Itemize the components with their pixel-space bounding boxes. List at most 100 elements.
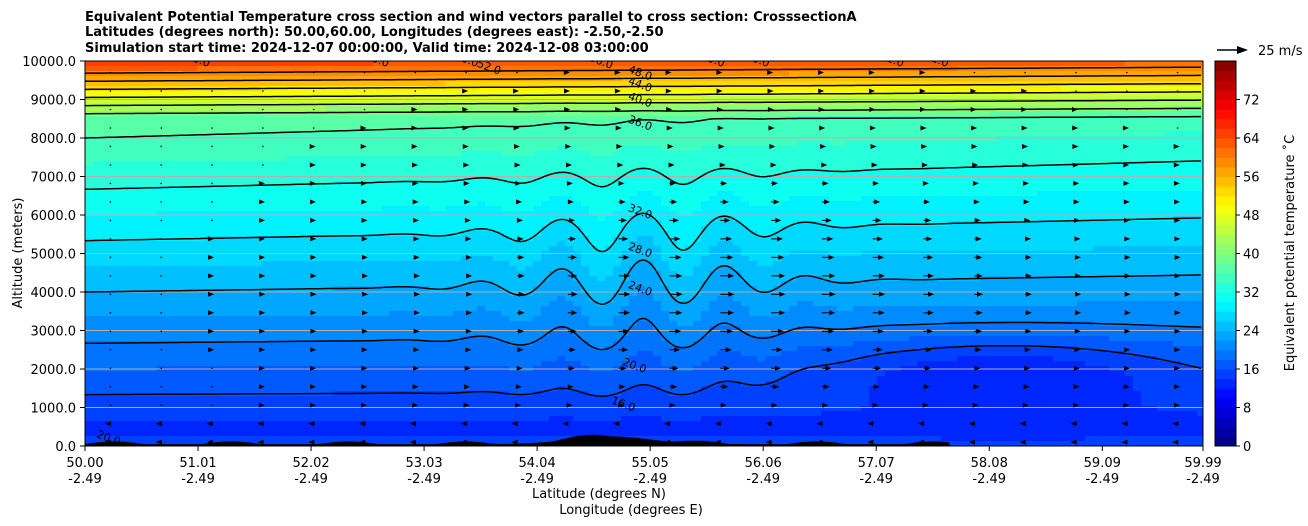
field-cell — [501, 166, 510, 172]
field-cell — [213, 196, 222, 202]
field-cell — [149, 256, 158, 262]
field-cell — [597, 86, 606, 92]
field-cell — [253, 96, 262, 102]
field-cell — [269, 431, 278, 437]
field-cell — [221, 321, 230, 327]
field-cell — [85, 376, 94, 382]
field-cell — [109, 411, 118, 417]
field-cell — [341, 61, 350, 67]
field-cell — [541, 161, 550, 167]
field-cell — [165, 121, 174, 127]
field-cell — [589, 116, 598, 122]
field-cell — [589, 376, 598, 382]
field-cell — [133, 201, 142, 207]
field-cell — [189, 316, 198, 322]
field-cell — [477, 371, 486, 377]
field-cell — [429, 371, 438, 377]
field-cell — [269, 246, 278, 252]
field-cell — [333, 311, 342, 317]
field-cell — [253, 401, 262, 407]
field-cell — [549, 211, 558, 217]
field-cell — [293, 71, 302, 77]
field-cell — [269, 151, 278, 157]
field-cell — [341, 306, 350, 312]
field-cell — [597, 321, 606, 327]
field-cell — [413, 306, 422, 312]
field-cell — [213, 436, 222, 442]
field-cell — [149, 296, 158, 302]
field-cell — [333, 421, 342, 427]
field-cell — [261, 296, 270, 302]
field-cell — [589, 316, 598, 322]
field-cell — [149, 431, 158, 437]
field-cell — [93, 221, 102, 227]
field-cell — [197, 411, 206, 417]
field-cell — [589, 81, 598, 87]
field-cell — [493, 256, 502, 262]
field-cell — [437, 201, 446, 207]
field-cell — [173, 241, 182, 247]
field-cell — [181, 296, 190, 302]
field-cell — [165, 351, 174, 357]
field-cell — [237, 326, 246, 332]
field-cell — [557, 181, 566, 187]
field-cell — [469, 321, 478, 327]
field-cell — [245, 341, 254, 347]
field-cell — [325, 76, 334, 82]
field-cell — [205, 61, 214, 67]
field-cell — [229, 116, 238, 122]
field-cell — [277, 121, 286, 127]
field-cell — [109, 406, 118, 412]
field-cell — [389, 331, 398, 337]
field-cell — [421, 361, 430, 367]
field-cell — [221, 301, 230, 307]
field-cell — [589, 131, 598, 137]
field-cell — [173, 131, 182, 137]
field-cell — [341, 381, 350, 387]
field-cell — [341, 401, 350, 407]
field-cell — [333, 166, 342, 172]
field-cell — [549, 361, 558, 367]
field-cell — [173, 351, 182, 357]
field-cell — [421, 341, 430, 347]
field-cell — [397, 306, 406, 312]
field-cell — [397, 276, 406, 282]
field-cell — [285, 76, 294, 82]
field-cell — [397, 311, 406, 317]
field-cell — [269, 216, 278, 222]
field-cell — [437, 371, 446, 377]
field-cell — [165, 181, 174, 187]
field-cell — [165, 226, 174, 232]
field-cell — [101, 241, 110, 247]
field-cell — [205, 411, 214, 417]
field-cell — [181, 76, 190, 82]
field-cell — [125, 176, 134, 182]
field-cell — [213, 376, 222, 382]
field-cell — [357, 231, 366, 237]
field-cell — [277, 321, 286, 327]
field-cell — [229, 276, 238, 282]
field-cell — [397, 281, 406, 287]
field-cell — [573, 171, 582, 177]
field-cell — [525, 231, 534, 237]
field-cell — [365, 146, 374, 152]
field-cell — [349, 131, 358, 137]
field-cell — [309, 176, 318, 182]
field-cell — [421, 306, 430, 312]
field-cell — [501, 156, 510, 162]
field-cell — [213, 406, 222, 412]
field-cell — [93, 436, 102, 442]
field-cell — [245, 266, 254, 272]
field-cell — [541, 206, 550, 212]
field-cell — [133, 421, 142, 427]
field-cell — [197, 281, 206, 287]
field-cell — [125, 361, 134, 367]
field-cell — [245, 156, 254, 162]
field-cell — [125, 96, 134, 102]
field-cell — [85, 191, 94, 197]
field-cell — [549, 216, 558, 222]
field-cell — [301, 381, 310, 387]
field-cell — [389, 326, 398, 332]
field-cell — [141, 231, 150, 237]
field-cell — [589, 106, 598, 112]
